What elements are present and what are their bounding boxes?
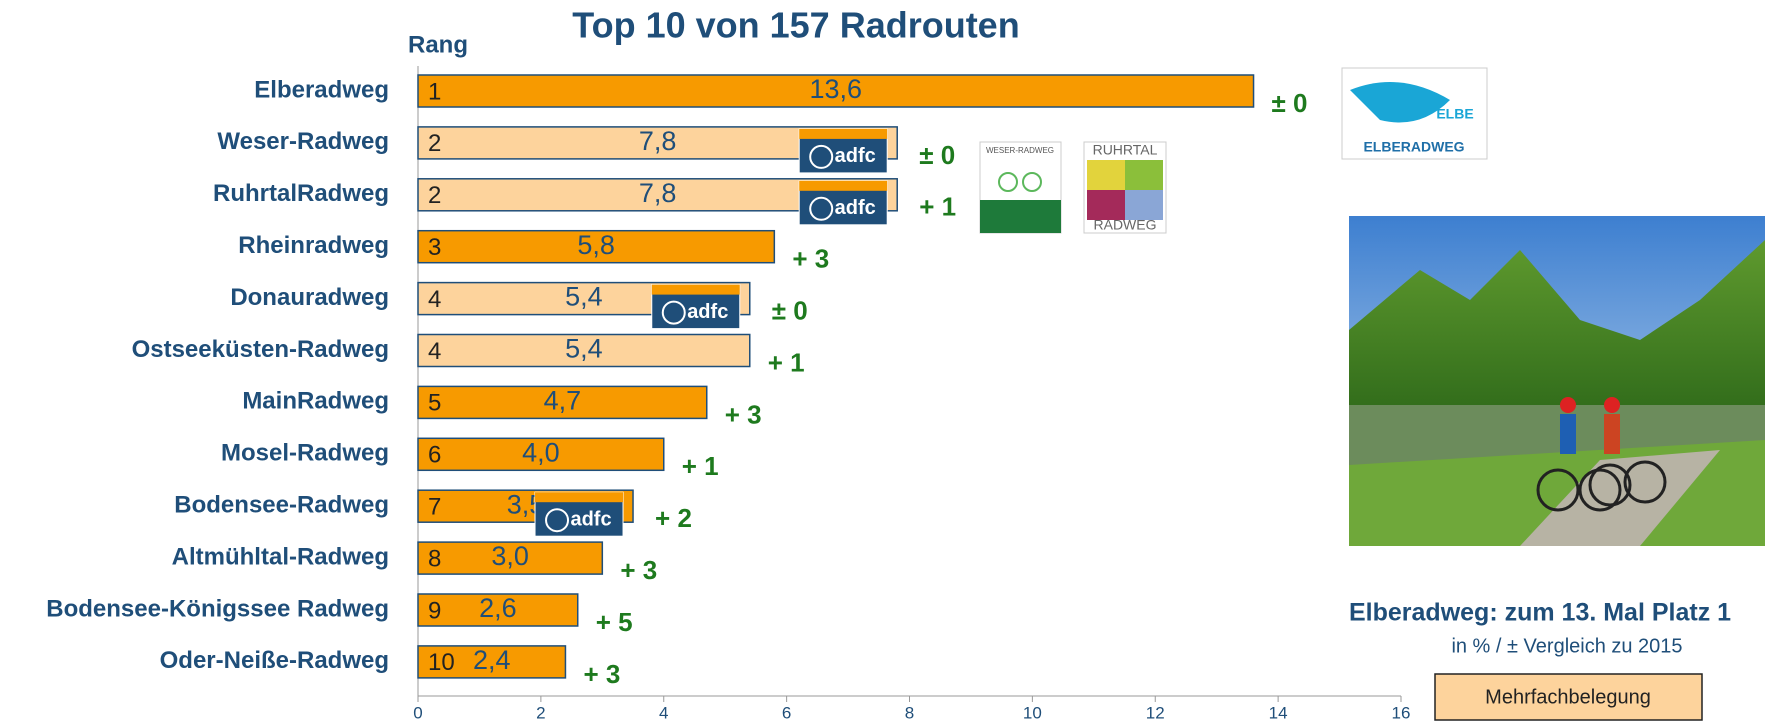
rank-number: 5 bbox=[428, 390, 441, 417]
x-tick-label: 6 bbox=[782, 703, 791, 722]
logo-text: ELBE bbox=[1436, 106, 1473, 122]
category-label: RuhrtalRadweg bbox=[213, 180, 389, 207]
rank-number: 7 bbox=[428, 494, 441, 521]
change-label: + 1 bbox=[682, 451, 719, 481]
slide: Top 10 von 157 Radrouten Rang Elberadweg… bbox=[0, 0, 1783, 724]
change-label: + 3 bbox=[792, 244, 829, 274]
category-label: Bodensee-Königssee Radweg bbox=[46, 595, 389, 622]
adfc-badge-text: adfc bbox=[570, 508, 611, 530]
x-tick-label: 0 bbox=[413, 703, 422, 722]
weser-logo: WESER-RADWEG bbox=[980, 142, 1061, 233]
rank-number: 10 bbox=[428, 649, 455, 676]
x-tick-label: 16 bbox=[1392, 703, 1411, 722]
change-label: + 2 bbox=[655, 503, 692, 533]
chart-title: Top 10 von 157 Radrouten bbox=[572, 5, 1019, 46]
adfc-badge-stripe bbox=[799, 129, 887, 139]
rank-number: 1 bbox=[428, 78, 441, 105]
note: in % / ± Vergleich zu 2015 bbox=[1451, 635, 1682, 657]
x-tick-label: 2 bbox=[536, 703, 545, 722]
elbe-logo: ELBE ELBERADWEG bbox=[1342, 68, 1487, 159]
value-label: 4,7 bbox=[544, 386, 582, 416]
adfc-badge-text: adfc bbox=[835, 197, 876, 219]
rank-number: 9 bbox=[428, 597, 441, 624]
rank-number: 6 bbox=[428, 442, 441, 469]
x-tick-label: 14 bbox=[1269, 703, 1288, 722]
rank-number: 2 bbox=[428, 182, 441, 209]
category-label: Ostseeküsten-Radweg bbox=[132, 336, 389, 363]
ruhrtal-logo: RUHRTAL RADWEG bbox=[1084, 142, 1166, 233]
category-label: Oder-Neiße-Radweg bbox=[160, 647, 389, 674]
category-label: MainRadweg bbox=[242, 388, 389, 415]
adfc-badge-stripe bbox=[535, 492, 623, 502]
category-label: Bodensee-Radweg bbox=[174, 492, 389, 519]
change-label: ± 0 bbox=[772, 295, 808, 325]
category-label: Weser-Radweg bbox=[217, 128, 389, 155]
value-label: 7,8 bbox=[639, 178, 677, 208]
rank-label: Rang bbox=[408, 31, 468, 58]
change-label: + 1 bbox=[919, 192, 956, 222]
category-label: Elberadweg bbox=[254, 76, 389, 103]
x-tick-label: 10 bbox=[1023, 703, 1042, 722]
value-label: 2,6 bbox=[479, 593, 517, 623]
adfc-badge-text: adfc bbox=[835, 145, 876, 167]
rank-number: 2 bbox=[428, 130, 441, 157]
value-label: 5,4 bbox=[565, 282, 603, 312]
change-label: + 3 bbox=[725, 399, 762, 429]
adfc-badge-stripe bbox=[652, 285, 740, 295]
value-label: 2,4 bbox=[473, 645, 511, 675]
logo-text: RADWEG bbox=[1094, 217, 1157, 233]
change-label: + 1 bbox=[768, 347, 805, 377]
change-label: + 5 bbox=[596, 607, 633, 637]
x-tick-label: 4 bbox=[659, 703, 668, 722]
value-label: 5,4 bbox=[565, 334, 603, 364]
category-label: Rheinradweg bbox=[238, 232, 389, 259]
adfc-badge-stripe bbox=[799, 181, 887, 191]
value-label: 7,8 bbox=[639, 126, 677, 156]
category-label: Donauradweg bbox=[230, 284, 389, 311]
logo-text: ELBERADWEG bbox=[1363, 139, 1464, 155]
rank-number: 8 bbox=[428, 545, 441, 572]
value-label: 5,8 bbox=[577, 230, 615, 260]
logo-text: RUHRTAL bbox=[1093, 142, 1158, 158]
category-label: Mosel-Radweg bbox=[221, 440, 389, 467]
category-label: Altmühltal-Radweg bbox=[172, 543, 389, 570]
legend-label: Mehrfachbelegung bbox=[1485, 686, 1651, 708]
logo-text: WESER-RADWEG bbox=[986, 146, 1054, 155]
value-label: 3,0 bbox=[491, 541, 529, 571]
x-tick-label: 8 bbox=[905, 703, 914, 722]
rank-number: 3 bbox=[428, 234, 441, 261]
adfc-badge-text: adfc bbox=[687, 301, 728, 323]
rank-number: 4 bbox=[428, 286, 441, 313]
rank-number: 4 bbox=[428, 338, 441, 365]
change-label: ± 0 bbox=[1272, 88, 1308, 118]
x-tick-label: 12 bbox=[1146, 703, 1165, 722]
value-label: 4,0 bbox=[522, 437, 560, 467]
value-label: 13,6 bbox=[809, 74, 862, 104]
change-label: + 3 bbox=[583, 659, 620, 689]
photo-caption: Elberadweg: zum 13. Mal Platz 1 bbox=[1349, 599, 1731, 627]
photo bbox=[1349, 216, 1765, 546]
change-label: ± 0 bbox=[919, 140, 955, 170]
change-label: + 3 bbox=[620, 555, 657, 585]
